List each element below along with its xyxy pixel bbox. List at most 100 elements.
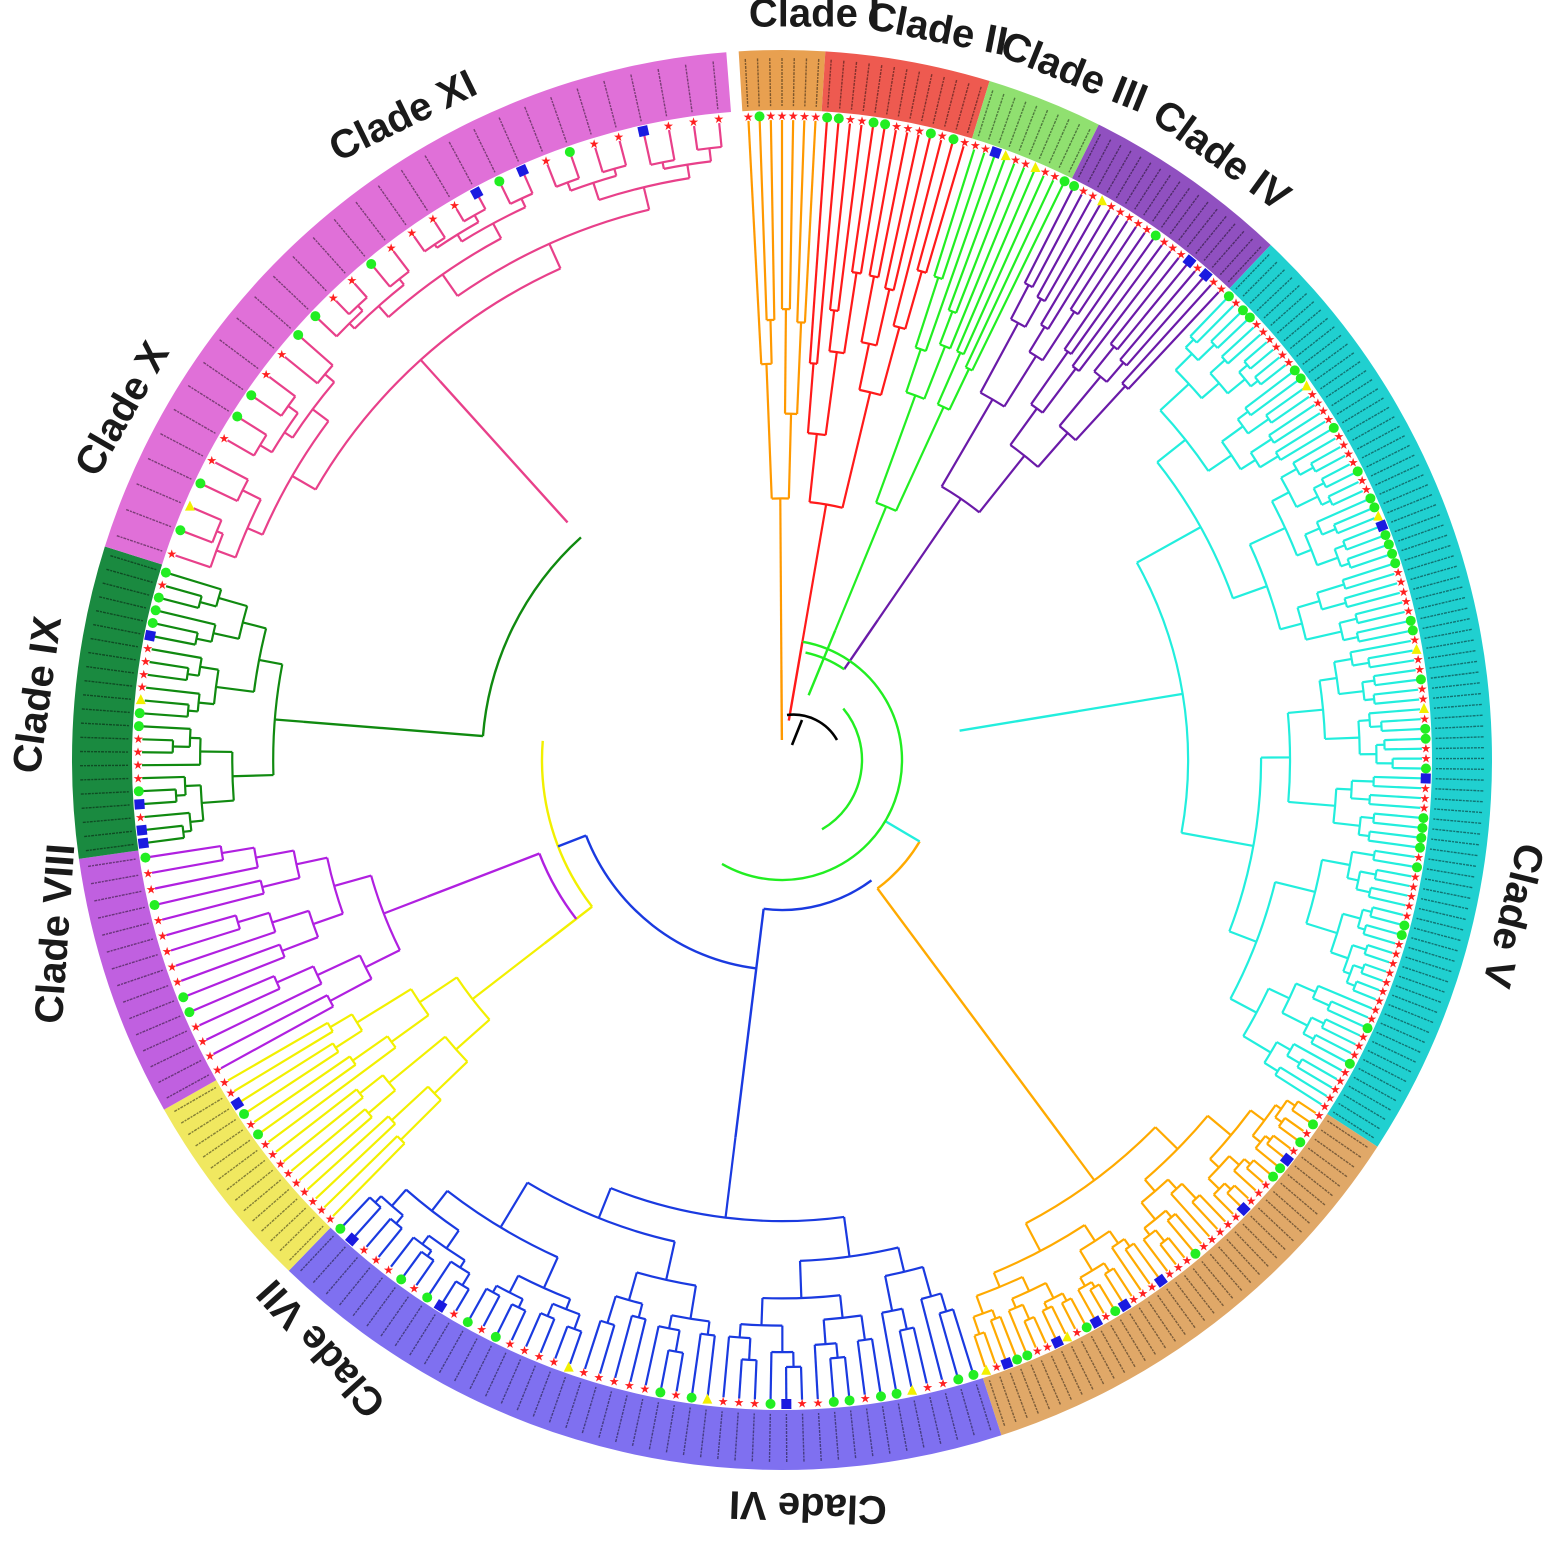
branch-arc	[326, 857, 344, 915]
branch-arc	[1320, 478, 1328, 488]
branch-stem	[1249, 527, 1286, 546]
star-marker: ★	[1207, 1232, 1218, 1246]
branch-leaf	[415, 1259, 435, 1286]
branch-leaf	[525, 1312, 542, 1348]
branch-stem	[1302, 1032, 1315, 1041]
circle-marker	[1407, 625, 1418, 636]
star-marker: ★	[260, 1137, 271, 1151]
gene-label-stroke	[147, 457, 192, 480]
star-marker: ★	[316, 1203, 327, 1217]
branch-stem	[824, 351, 838, 436]
branch-stem	[390, 1085, 429, 1121]
branch-leaf	[856, 1340, 866, 1395]
star-marker: ★	[1288, 1144, 1299, 1158]
gene-label-stroke	[1390, 504, 1437, 523]
clade-band-x	[72, 546, 163, 859]
branch-stem	[1061, 1292, 1068, 1302]
branch-leaf	[353, 282, 368, 299]
branch-stem	[398, 278, 405, 286]
gene-label-stroke	[1343, 1094, 1386, 1120]
branch-leaf	[300, 336, 334, 367]
branch-leaf	[1077, 1289, 1096, 1320]
gene-label-stroke	[699, 1409, 707, 1458]
gene-label-stroke	[234, 1169, 274, 1201]
gene-label-stroke	[1289, 317, 1329, 350]
branch-arc	[830, 1355, 846, 1360]
star-marker: ★	[157, 929, 168, 943]
gene-label-stroke	[352, 1277, 383, 1317]
branch-stem	[808, 433, 818, 503]
branch-leaf	[392, 250, 410, 273]
gene-label-stroke	[1435, 778, 1484, 781]
branch-stem	[566, 182, 572, 192]
gene-label-stroke	[1379, 474, 1424, 495]
gene-label-stroke	[106, 568, 153, 584]
star-marker: ★	[1325, 1091, 1336, 1105]
backbone-arc	[876, 840, 921, 890]
gene-label-stroke	[1314, 1138, 1355, 1168]
star-marker: ★	[409, 1282, 420, 1296]
star-marker: ★	[1042, 1340, 1053, 1354]
branch-leaf	[722, 1336, 731, 1398]
gene-label-stroke	[226, 1159, 266, 1191]
circle-marker	[462, 1317, 473, 1328]
star-marker: ★	[162, 945, 173, 959]
branch-arc	[1077, 1281, 1093, 1291]
gene-label-stroke	[236, 317, 275, 349]
gene-label-stroke	[516, 1365, 536, 1411]
branch-leaf	[643, 134, 652, 166]
gene-label-stroke	[1218, 1246, 1252, 1284]
branch-stem	[1184, 338, 1195, 349]
gene-label-stroke	[377, 185, 407, 226]
star-marker: ★	[1277, 348, 1288, 362]
branch-leaf	[1254, 356, 1281, 378]
branch-leaf	[884, 134, 920, 289]
branch-stem	[1209, 1158, 1220, 1169]
star-marker: ★	[1319, 1100, 1330, 1114]
gene-label-stroke	[102, 922, 149, 936]
gene-label-stroke	[1361, 435, 1405, 459]
branch-stem	[1200, 382, 1220, 400]
branch-leaf	[933, 149, 976, 277]
branch-stem	[972, 1316, 981, 1335]
gene-label-stroke	[180, 1097, 223, 1124]
branch-arc	[1040, 323, 1049, 331]
branch-leaf	[1317, 984, 1373, 1010]
gene-label-stroke	[469, 1345, 492, 1390]
star-marker: ★	[291, 1176, 302, 1190]
branch-arc	[540, 1312, 555, 1320]
circle-marker	[880, 119, 891, 130]
star-marker: ★	[1253, 1186, 1264, 1200]
branch-arc	[219, 845, 225, 861]
star-marker: ★	[733, 1396, 744, 1410]
branch-stem	[198, 701, 215, 706]
star-marker: ★	[1330, 1083, 1341, 1097]
branch-stem	[1362, 679, 1375, 684]
gene-label-stroke	[135, 1015, 181, 1036]
branch-leaf	[813, 1344, 819, 1400]
branch-leaf	[149, 660, 189, 670]
star-marker: ★	[1216, 282, 1227, 296]
square-marker	[144, 629, 156, 642]
branch-stem	[1360, 815, 1374, 820]
circle-marker	[686, 1392, 697, 1403]
circle-marker	[153, 592, 164, 603]
star-marker: ★	[810, 110, 821, 124]
branch-leaf	[796, 120, 806, 323]
gene-label-stroke	[423, 1322, 450, 1365]
branch-stem	[459, 1259, 466, 1269]
branch-stem	[287, 405, 299, 414]
star-marker: ★	[476, 1323, 487, 1337]
branch-arc	[1245, 1159, 1255, 1169]
branch-leaf	[149, 844, 221, 859]
branch-arc	[188, 812, 193, 831]
star-marker: ★	[980, 142, 991, 156]
branch-leaf	[1368, 649, 1413, 660]
branch-leaf	[1316, 498, 1368, 524]
branch-leaf	[1346, 535, 1383, 551]
branch-leaf	[1370, 886, 1408, 897]
circle-marker	[494, 176, 505, 187]
gene-label-stroke	[90, 637, 138, 648]
branch-leaf	[1337, 517, 1375, 535]
gene-label-stroke	[1411, 937, 1458, 952]
